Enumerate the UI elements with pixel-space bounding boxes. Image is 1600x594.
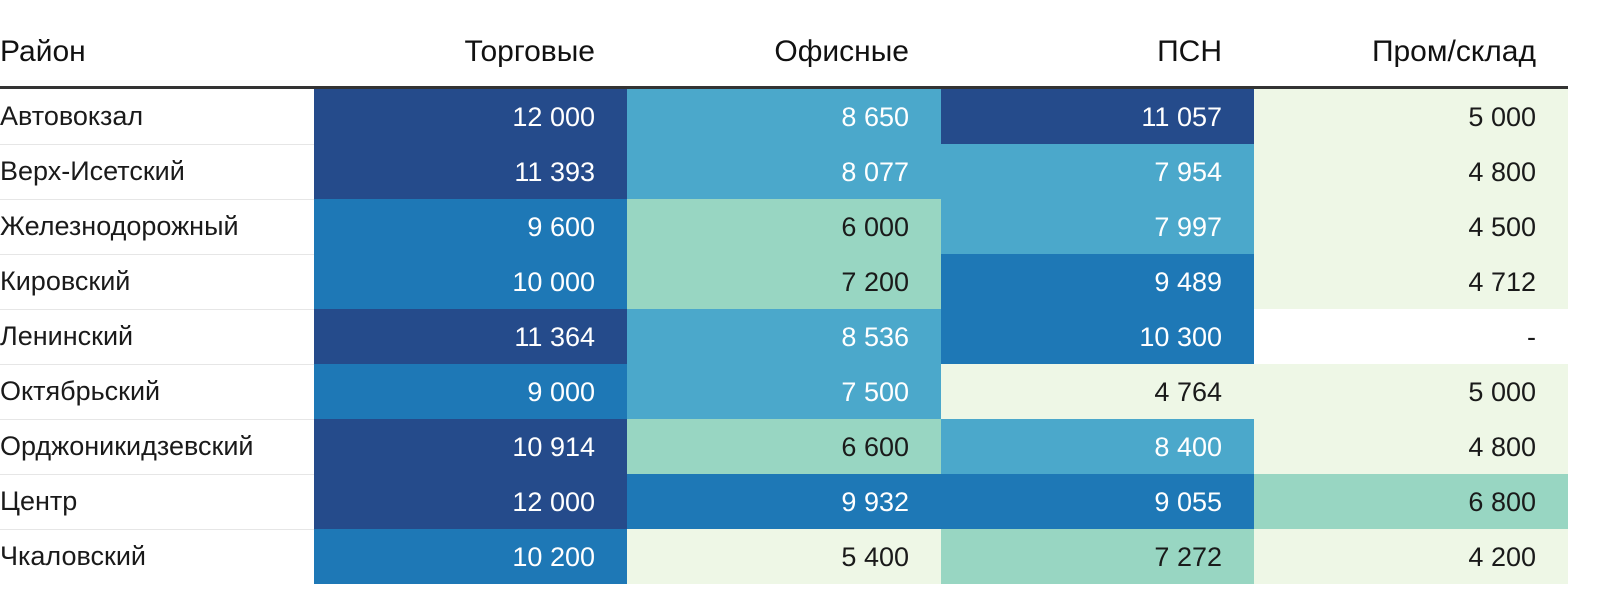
row-label: Ленинский	[0, 321, 134, 351]
value-cell: 7 997	[941, 199, 1254, 254]
value-cell: 11 057	[941, 89, 1254, 144]
row-label: Кировский	[0, 266, 131, 296]
table-row: Верх-Исетский 11 393 8 077 7 954 4 800	[0, 144, 1568, 199]
value-cell: 8 077	[627, 144, 941, 199]
table-row: Автовокзал 12 000 8 650 11 057 5 000	[0, 89, 1568, 144]
value-cell: 5 400	[627, 529, 941, 584]
value-cell: 11 364	[314, 309, 627, 364]
row-divider	[0, 364, 314, 365]
row-divider	[0, 309, 314, 310]
value-cell: 4 712	[1254, 254, 1568, 309]
value-cell: 4 800	[1254, 419, 1568, 474]
value-cell: 10 000	[314, 254, 627, 309]
value-cell: 7 954	[941, 144, 1254, 199]
value-cell: 4 800	[1254, 144, 1568, 199]
value-cell: -	[1254, 309, 1568, 364]
value-cell: 7 200	[627, 254, 941, 309]
value-cell: 9 055	[941, 474, 1254, 529]
row-divider	[0, 144, 314, 145]
value-cell: 4 200	[1254, 529, 1568, 584]
row-divider	[0, 199, 314, 200]
column-header-retail: Торговые	[464, 35, 595, 68]
row-label: Чкаловский	[0, 541, 147, 571]
table-row: Октябрьский 9 000 7 500 4 764 5 000	[0, 364, 1568, 419]
value-cell: 12 000	[314, 474, 627, 529]
table-row: Центр 12 000 9 932 9 055 6 800	[0, 474, 1568, 529]
value-cell: 6 800	[1254, 474, 1568, 529]
value-cell: 8 536	[627, 309, 941, 364]
table-row: Ленинский 11 364 8 536 10 300-	[0, 309, 1568, 364]
value-cell: 5 000	[1254, 89, 1568, 144]
value-cell: 9 600	[314, 199, 627, 254]
value-cell: 10 914	[314, 419, 627, 474]
value-cell: 12 000	[314, 89, 627, 144]
value-cell: 10 300	[941, 309, 1254, 364]
row-label: Автовокзал	[0, 101, 144, 131]
value-cell: 8 400	[941, 419, 1254, 474]
row-divider	[0, 474, 314, 475]
value-cell: 7 272	[941, 529, 1254, 584]
value-cell: 9 000	[314, 364, 627, 419]
value-cell: 8 650	[627, 89, 941, 144]
column-header-district: Район	[0, 35, 86, 68]
value-cell: 6 000	[627, 199, 941, 254]
row-divider	[0, 254, 314, 255]
value-cell: 4 764	[941, 364, 1254, 419]
value-cell: 10 200	[314, 529, 627, 584]
value-cell: 7 500	[627, 364, 941, 419]
column-header-industrial: Пром/склад	[1371, 35, 1536, 68]
row-divider	[0, 529, 314, 530]
row-label: Центр	[0, 486, 78, 516]
value-cell: 9 932	[627, 474, 941, 529]
row-divider	[0, 419, 314, 420]
column-header-office: Офисные	[774, 35, 909, 68]
value-cell: 11 393	[314, 144, 627, 199]
table-row: Кировский 10 000 7 200 9 489 4 712	[0, 254, 1568, 309]
value-cell: 4 500	[1254, 199, 1568, 254]
value-cell: 6 600	[627, 419, 941, 474]
value-cell: 9 489	[941, 254, 1254, 309]
row-label: Верх-Исетский	[0, 156, 185, 186]
value-cell: 5 000	[1254, 364, 1568, 419]
row-label: Октябрьский	[0, 376, 161, 406]
table-row: Орджоникидзевский 10 914 6 600 8 400 4 800	[0, 419, 1568, 474]
column-header-psn: ПСН	[1157, 35, 1222, 68]
table-header: Район Торговые Офисные ПСН Пром/склад	[0, 0, 1568, 89]
row-label: Орджоникидзевский	[0, 431, 254, 461]
table-row: Чкаловский 10 200 5 400 7 272 4 200	[0, 529, 1568, 584]
table-row: Железнодорожный 9 600 6 000 7 997 4 500	[0, 199, 1568, 254]
row-label: Железнодорожный	[0, 211, 239, 241]
